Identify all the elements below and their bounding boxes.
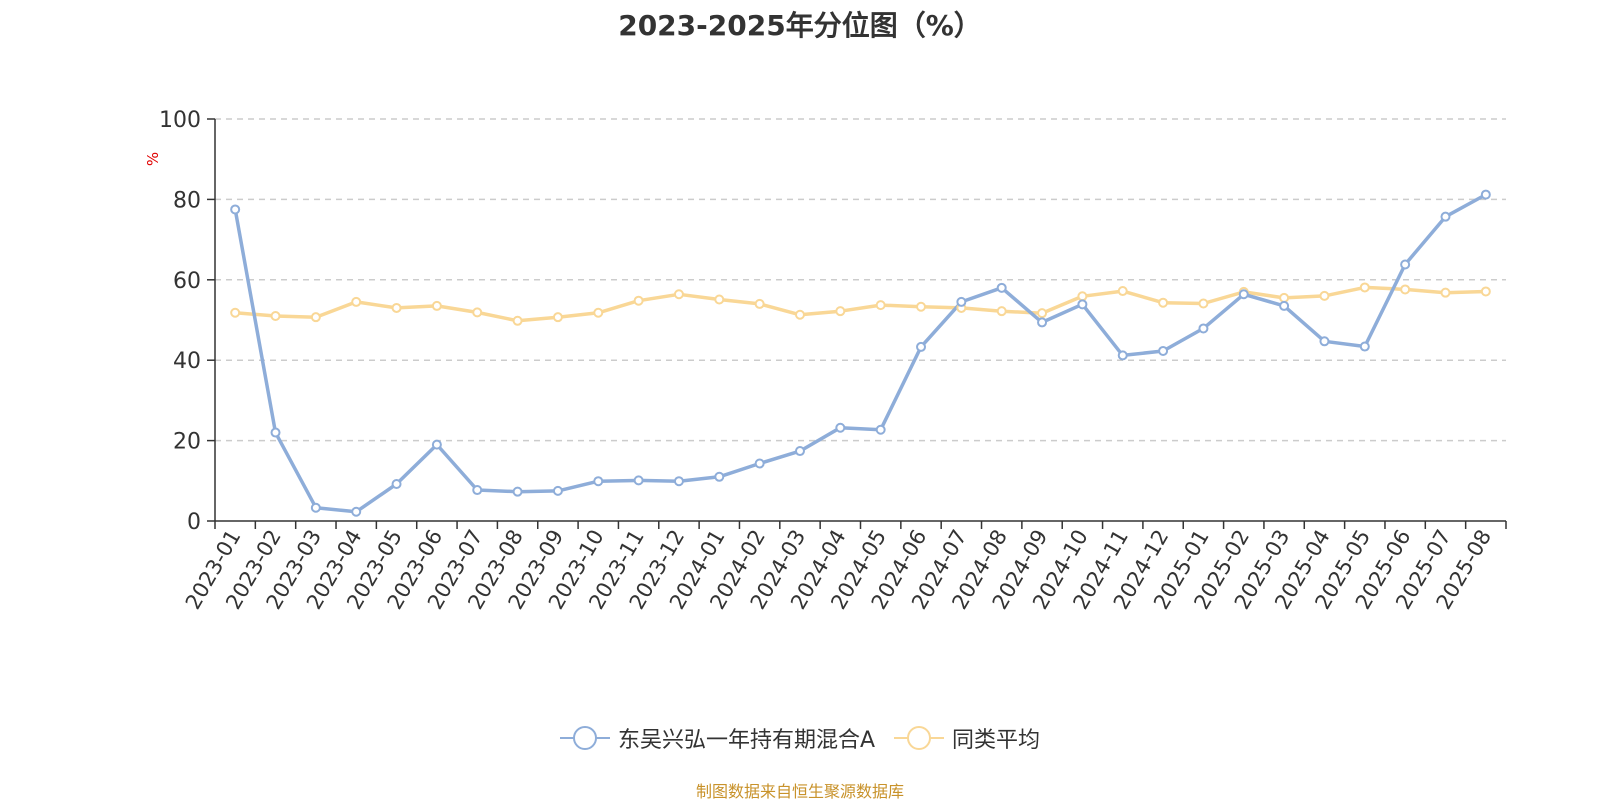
- series-1-point-2025-04: [1319, 290, 1330, 301]
- series-0-point-2023-10: [593, 476, 604, 487]
- series-1-point-2023-11: [633, 295, 644, 306]
- series-1-point-2024-02: [754, 298, 765, 309]
- series-0-point-2024-02: [754, 458, 765, 469]
- series-1-point-2023-06: [431, 300, 442, 311]
- series-1-point-2025-07: [1440, 287, 1451, 298]
- series-1-point-2023-08: [512, 315, 523, 326]
- grid-lines: [215, 118, 1506, 442]
- series-0-point-2024-04: [835, 422, 846, 433]
- series-points: [230, 189, 1491, 517]
- legend: 东吴兴弘一年持有期混合A 同类平均: [0, 722, 1600, 754]
- series-1-point-2025-08: [1480, 286, 1491, 297]
- legend-item-peer-average[interactable]: 同类平均: [894, 722, 1040, 754]
- series-1-point-2023-03: [310, 312, 321, 323]
- source-note: 制图数据来自恒生聚源数据库: [695, 782, 904, 801]
- series-0-point-2025-07: [1440, 211, 1451, 222]
- series-line-1: [233, 285, 1488, 323]
- series-line-0: [233, 192, 1488, 514]
- series-0-point-2023-07: [472, 485, 483, 496]
- series-1-point-2024-11: [1117, 286, 1128, 297]
- series-1-point-2023-09: [552, 312, 563, 323]
- series-1-point-2024-12: [1158, 297, 1169, 308]
- series-0-point-2023-08: [512, 486, 523, 497]
- series-1-point-2024-09: [1037, 308, 1048, 319]
- series-0-point-2025-03: [1279, 300, 1290, 311]
- series-0-point-2025-02: [1238, 289, 1249, 300]
- series-0-point-2023-04: [351, 506, 362, 517]
- series-0-point-2023-09: [552, 485, 563, 496]
- series-1-point-2025-06: [1400, 284, 1411, 295]
- series-0-point-2023-05: [391, 479, 402, 490]
- legend-item-fund[interactable]: 东吴兴弘一年持有期混合A: [559, 722, 876, 754]
- series-0-point-2024-09: [1037, 317, 1048, 328]
- series-0-point-2024-07: [956, 296, 967, 307]
- series-0-point-2025-04: [1319, 336, 1330, 347]
- series-1-point-2024-06: [916, 301, 927, 312]
- series-0-point-2023-11: [633, 475, 644, 486]
- series-0-point-2024-08: [996, 282, 1007, 293]
- series-1-point-2024-04: [835, 306, 846, 317]
- legend-label-fund: 东吴兴弘一年持有期混合A: [617, 728, 876, 753]
- series-0-point-2023-06: [431, 439, 442, 450]
- legend-swatch-fund: [559, 725, 610, 751]
- series-1-point-2024-01: [714, 294, 725, 305]
- series-1-point-2024-05: [875, 300, 886, 311]
- series-1-point-2024-03: [794, 309, 805, 320]
- series-0-point-2024-05: [875, 424, 886, 435]
- series-0-point-2024-01: [714, 471, 725, 482]
- y-tick-label-40: 40: [173, 349, 201, 374]
- series-0-point-2023-01: [230, 204, 241, 215]
- series-0-point-2025-01: [1198, 323, 1209, 334]
- series-1-point-2023-07: [472, 307, 483, 318]
- series-0-point-2023-03: [310, 502, 321, 513]
- series-1-point-2023-02: [270, 310, 281, 321]
- series-0-point-2024-12: [1158, 345, 1169, 356]
- y-tick-label-0: 0: [187, 510, 201, 535]
- series-0-point-2025-06: [1400, 259, 1411, 270]
- series-1-point-2023-04: [351, 296, 362, 307]
- series-0-point-2023-12: [673, 476, 684, 487]
- y-tick-label-20: 20: [173, 430, 201, 455]
- series-0-point-2024-11: [1117, 350, 1128, 361]
- y-tick-label-80: 80: [173, 188, 201, 213]
- series-0-point-2025-08: [1480, 189, 1491, 200]
- series-0-point-2025-05: [1359, 341, 1370, 352]
- series-0-point-2024-10: [1077, 299, 1088, 310]
- chart-title: 2023-2025年分位图（%）: [618, 9, 982, 42]
- legend-label-peer-average: 同类平均: [952, 728, 1041, 753]
- series-1-point-2024-10: [1077, 291, 1088, 302]
- series-lines: [233, 192, 1488, 514]
- series-0-point-2024-06: [916, 341, 927, 352]
- series-1-point-2025-05: [1359, 282, 1370, 293]
- series-1-point-2025-03: [1279, 292, 1290, 303]
- series-1-point-2025-01: [1198, 298, 1209, 309]
- series-0-point-2023-02: [270, 427, 281, 438]
- series-1-point-2023-12: [673, 289, 684, 300]
- series-1-point-2023-05: [391, 302, 402, 313]
- series-1-point-2023-10: [593, 307, 604, 318]
- series-1-point-2024-08: [996, 306, 1007, 317]
- series-0-point-2024-03: [794, 446, 805, 457]
- y-tick-label-60: 60: [173, 269, 201, 294]
- series-1-point-2023-01: [230, 307, 241, 318]
- y-tick-label-100: 100: [159, 108, 201, 133]
- legend-swatch-peer-average: [894, 725, 945, 751]
